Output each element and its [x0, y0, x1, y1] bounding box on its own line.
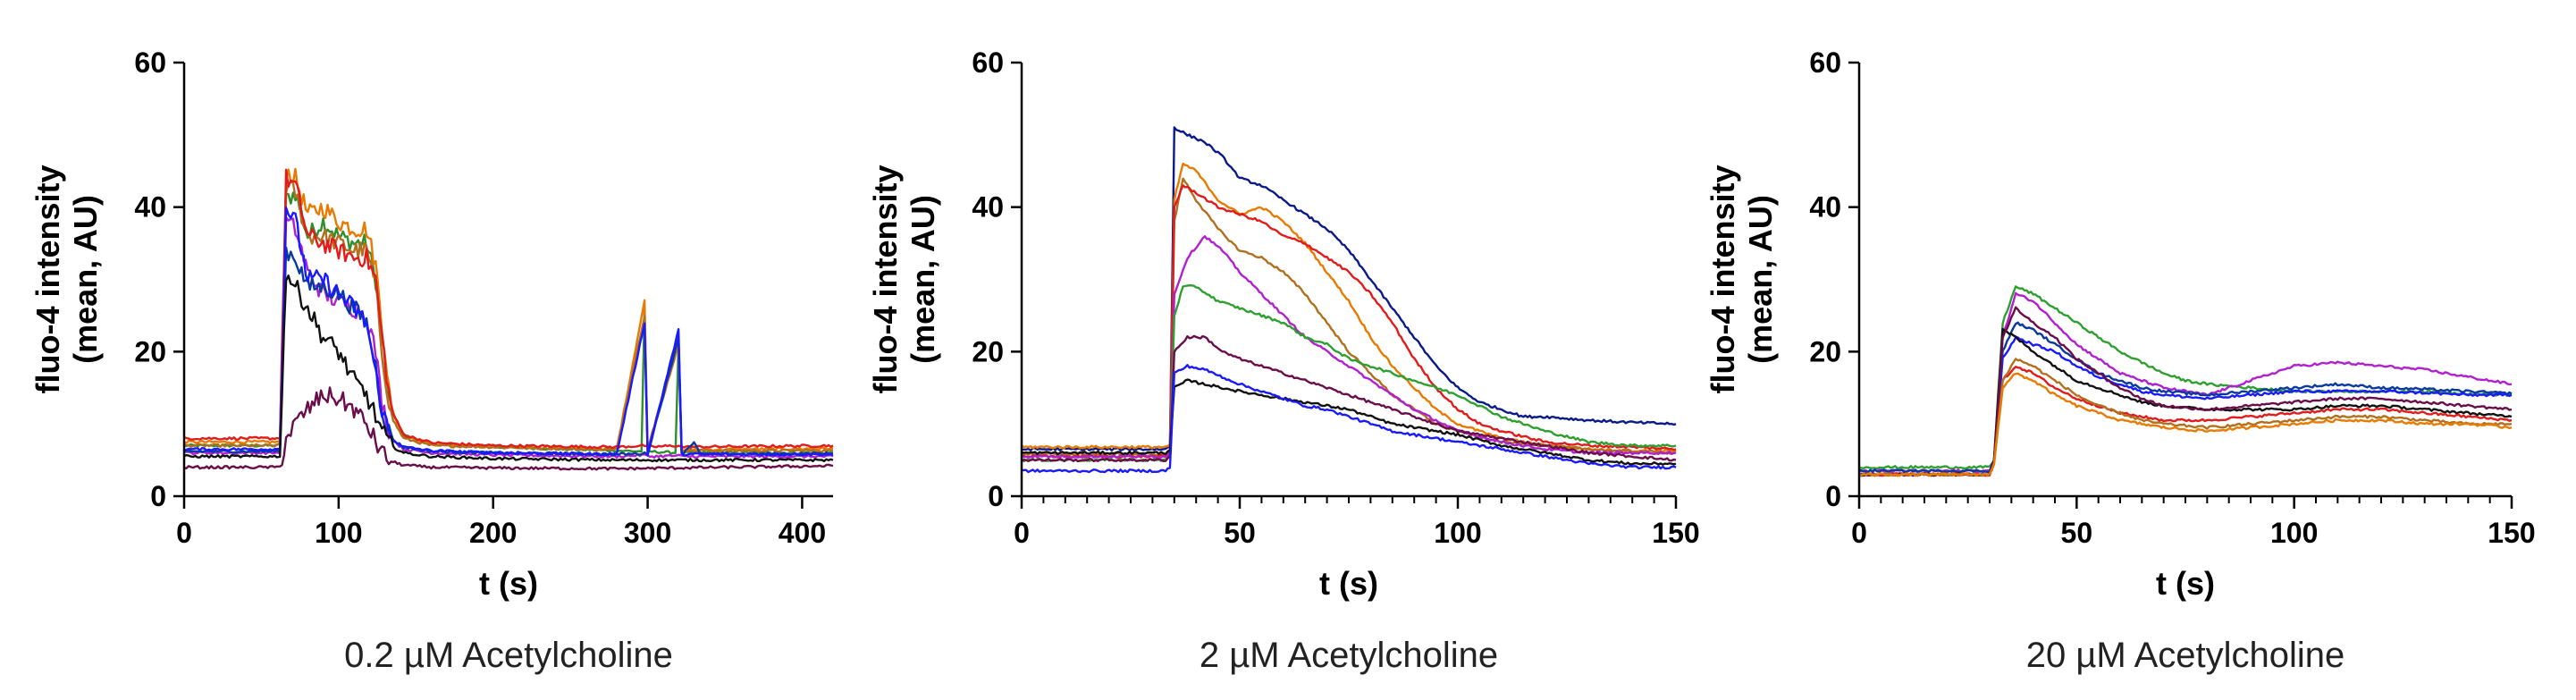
panel-1-ytick-label-1: 20 [972, 335, 1004, 367]
panel-0-ytick-label-2: 40 [134, 191, 166, 223]
panel-1-ylabel-line1: fluo-4 intensity [867, 164, 904, 393]
panel-0-xtick-label-1: 100 [315, 517, 362, 549]
panel-2-series-8 [1858, 372, 2513, 477]
panel-1-series-7 [1021, 378, 1677, 466]
panel-2-xtick-label-2: 100 [2270, 517, 2318, 549]
panel-0-ytick-label-3: 60 [134, 46, 166, 79]
panel-2-series-2 [1859, 321, 2513, 474]
panel-1-series-4 [1021, 235, 1677, 460]
panel-1-series-1 [1021, 162, 1677, 453]
panel-0-ytick-label-0: 0 [150, 480, 166, 512]
panel-0-xtick-label-0: 0 [176, 517, 192, 549]
panel-0-series-8 [183, 386, 834, 471]
panel-2-axes: 0 20 40 60 0 50 100 150 [1809, 46, 2535, 549]
panel-1-ytick-label-0: 0 [988, 480, 1004, 512]
panel-2-xtick-label-1: 50 [2061, 517, 2093, 549]
panel-0-xtick-label-4: 400 [779, 517, 826, 549]
panel-1-xlabel: t (s) [1319, 565, 1378, 602]
panel-2-series-0 [1858, 285, 2513, 470]
panel-0-series [183, 167, 834, 471]
panel-0-xlabel: t (s) [479, 565, 538, 602]
panel-2-series-7 [1858, 358, 2513, 477]
panel-1-ylabel-line2: (mean, AU) [905, 195, 941, 364]
panel-1-xtick-label-0: 0 [1014, 517, 1030, 549]
panel-0-xtick-label-2: 200 [469, 517, 517, 549]
panel-1-ytick-label-3: 60 [972, 46, 1004, 79]
panel-1-series-5 [1021, 284, 1677, 463]
panel-1-xtick-label-3: 150 [1652, 517, 1699, 549]
panel-1-series-6 [1021, 334, 1677, 463]
panel-1-series [1021, 126, 1677, 474]
panel-2-xtick-label-0: 0 [1851, 517, 1867, 549]
panel-2-ytick-label-2: 40 [1809, 191, 1841, 223]
panel-2-ylabel-line1: fluo-4 intensity [1705, 164, 1741, 393]
panel-0-ytick-label-1: 20 [134, 335, 166, 367]
panel-2-caption: 20 µM Acetylcholine [2026, 636, 2345, 675]
panel-1-xtick-label-2: 100 [1434, 517, 1481, 549]
panel-0-series-3 [183, 168, 834, 450]
panel-1-axes: 0 20 40 60 0 50 100 150 [972, 46, 1699, 549]
panel-0-ylabel-line2: (mean, AU) [67, 195, 104, 364]
panel-0-xtick-label-3: 300 [624, 517, 671, 549]
panel-1-caption: 2 µM Acetylcholine [1200, 636, 1498, 675]
panel-1-xtick-label-1: 50 [1224, 517, 1256, 549]
panel-0-caption: 0.2 µM Acetylcholine [344, 636, 673, 675]
panel-0-series-2 [183, 180, 834, 453]
panel-0-series-6 [183, 206, 834, 457]
panel-0-series-7 [183, 274, 834, 463]
panel-2-ytick-label-0: 0 [1825, 480, 1841, 512]
panel-2-xlabel: t (s) [2156, 565, 2215, 602]
panel-0-axes: 0 20 40 60 0 100 200 300 400 [134, 46, 833, 549]
panel-1-series-2 [1021, 177, 1677, 457]
panel-1-ytick-label-2: 40 [972, 191, 1004, 223]
panel-2-ytick-label-1: 20 [1809, 335, 1841, 367]
panel-2-series-4 [1858, 327, 2513, 477]
panel-2-chart: 0 20 40 60 0 50 100 150 fluo-4 intensity (mean,… [1705, 46, 2536, 675]
panel-1-series-0 [1022, 126, 1677, 451]
panel-1-series-8 [1021, 364, 1677, 474]
panel-2-series-1 [1858, 291, 2513, 474]
panel-2-ylabel-line2: (mean, AU) [1742, 195, 1779, 364]
panel-0-2uM-chart: 0 20 40 60 0 100 200 300 400 fluo-4 intensity (m… [29, 46, 834, 675]
panel-1-chart: 0 20 40 60 0 50 100 150 fluo-4 intensity (mean,… [867, 46, 1700, 675]
panel-2-ytick-label-3: 60 [1809, 46, 1841, 79]
panel-2-series [1858, 285, 2513, 477]
panel-0-ylabel-line1: fluo-4 intensity [29, 164, 66, 393]
panel-2-xtick-label-3: 150 [2488, 517, 2535, 549]
